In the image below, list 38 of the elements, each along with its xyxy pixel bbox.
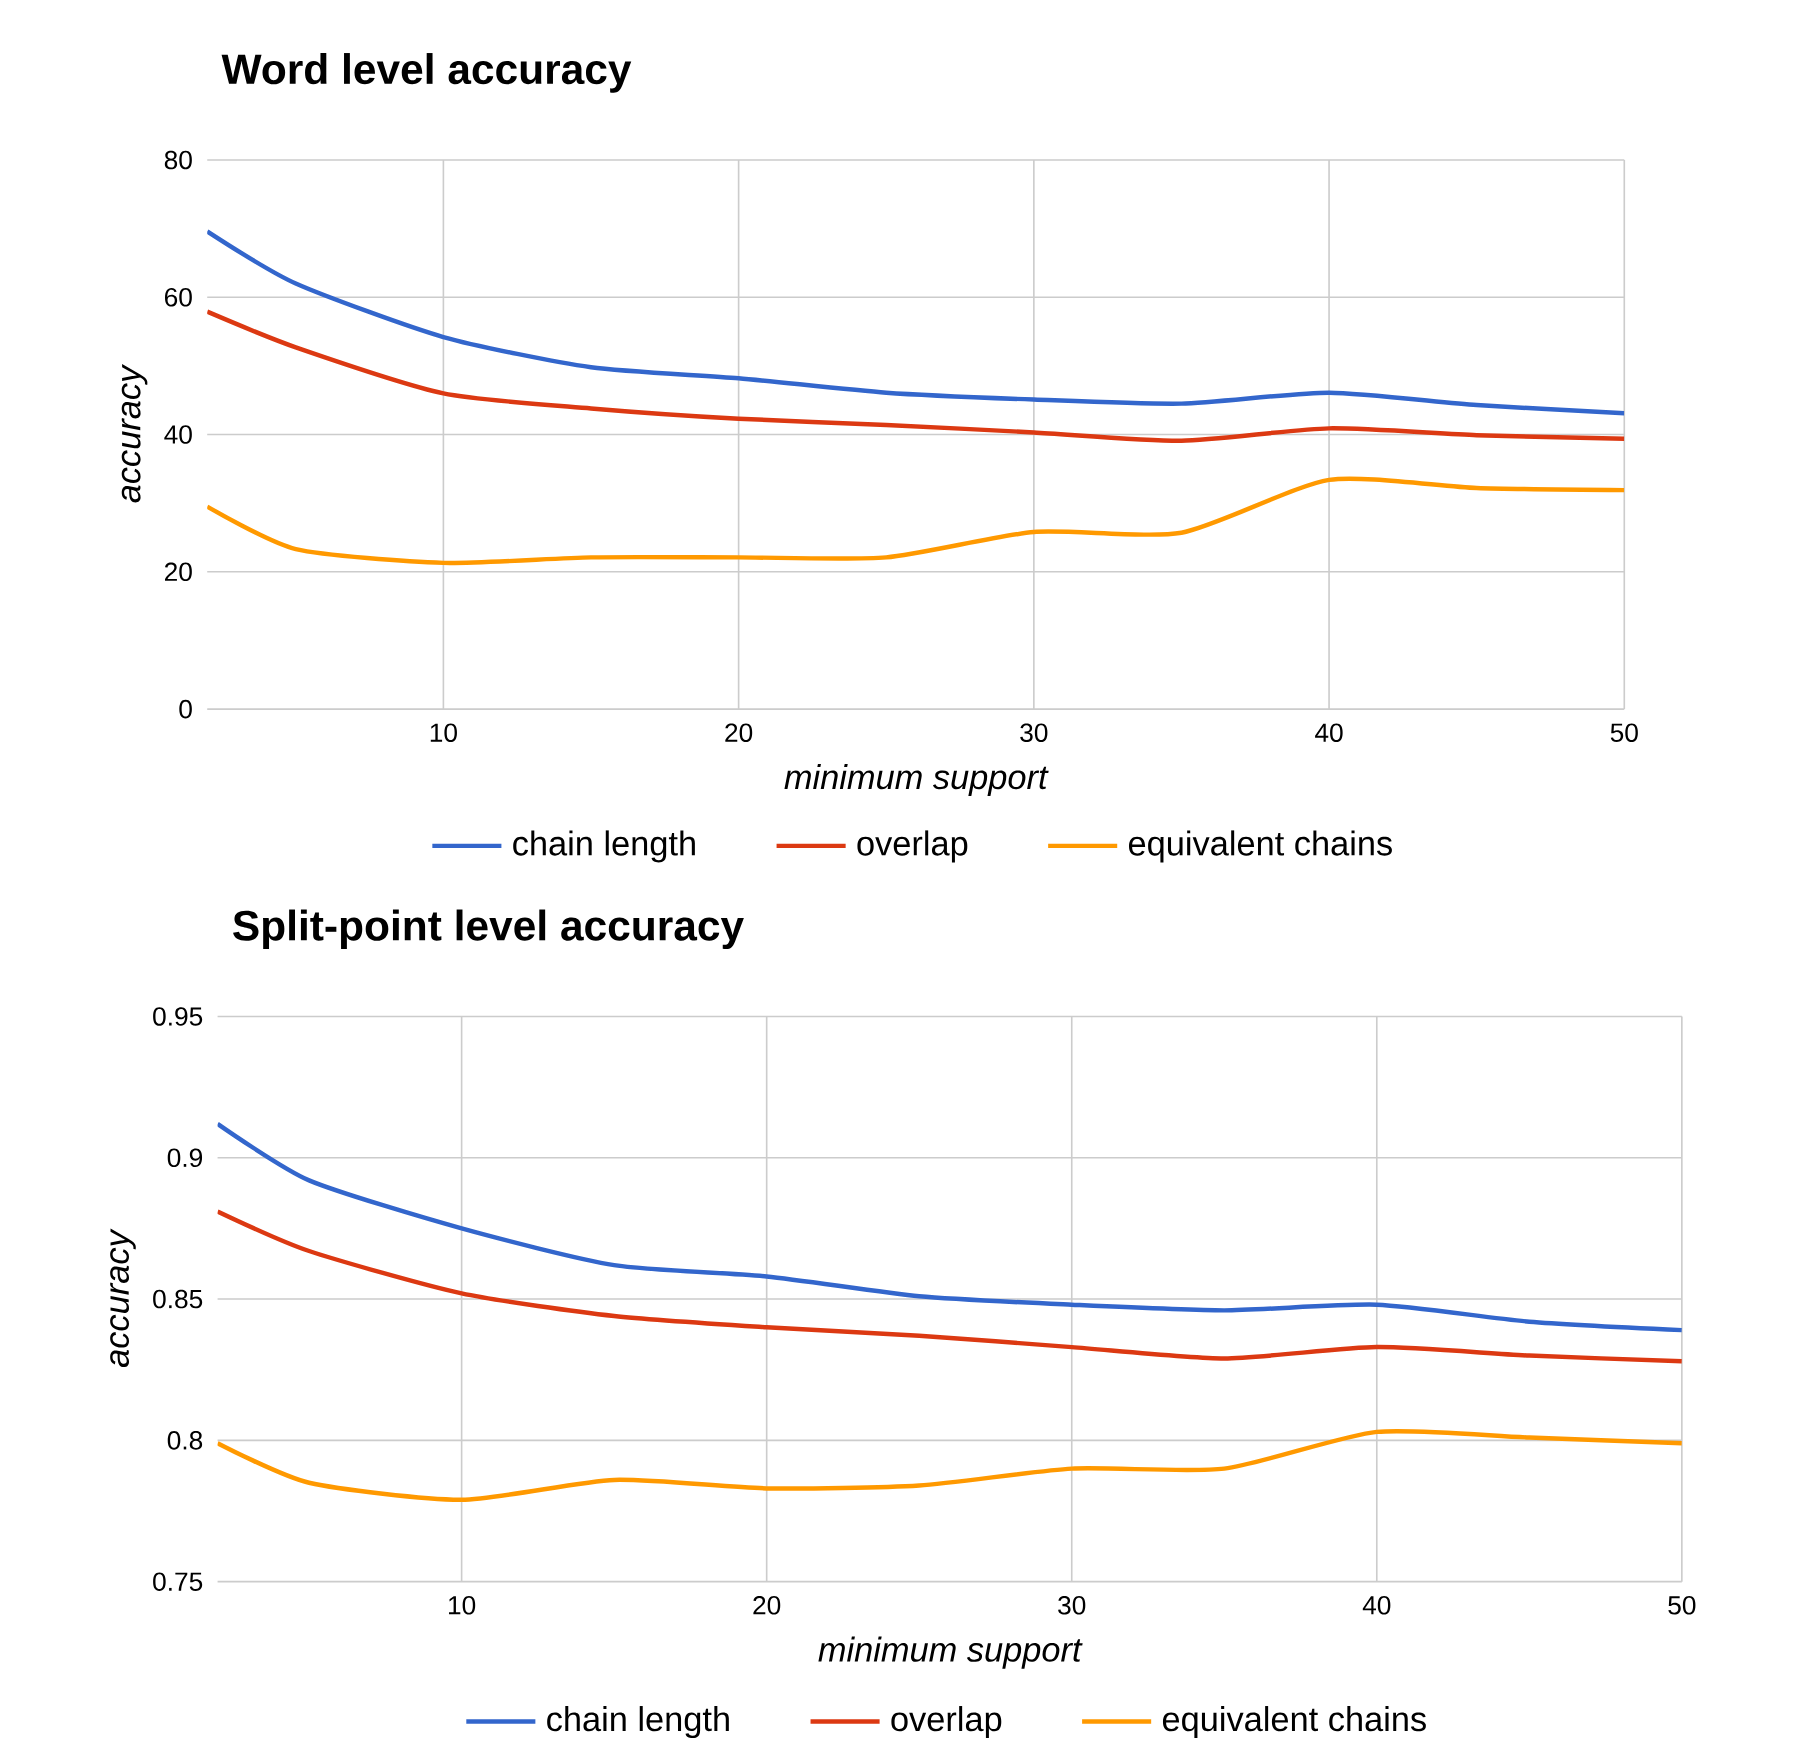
- x-tick-label: 20: [725, 723, 753, 742]
- x-tick-label: 10: [449, 1595, 476, 1615]
- line-series: [207, 229, 1625, 416]
- y-tick-label: 0: [179, 699, 192, 719]
- legend-label: chain length: [513, 830, 695, 863]
- legend-label: chain length: [547, 1705, 729, 1738]
- x-tick-label: 30: [1058, 1595, 1086, 1615]
- y-tick-label: 0.95: [153, 1007, 203, 1026]
- y-tick-label: 80: [164, 150, 192, 170]
- legend-label: equivalent chains: [1162, 1705, 1426, 1738]
- legend-label: overlap: [891, 1705, 1002, 1738]
- line-series: [217, 1121, 1682, 1333]
- x-tick-label: 50: [1668, 1595, 1696, 1615]
- line-series: [207, 476, 1625, 566]
- y-axis-title: accuracy: [110, 1228, 136, 1367]
- x-axis-title: minimum support: [784, 763, 1049, 796]
- y-tick-label: 0.75: [153, 1572, 203, 1591]
- x-tick-label: 50: [1610, 723, 1638, 742]
- x-tick-label: 40: [1315, 723, 1343, 742]
- y-tick-label: 20: [165, 562, 192, 581]
- x-axis-title: minimum support: [818, 1636, 1083, 1669]
- legend-label: overlap: [857, 830, 968, 863]
- line-series: [217, 1428, 1682, 1502]
- y-axis-title: accuracy: [121, 363, 148, 503]
- line-series: [217, 1209, 1682, 1364]
- x-tick-label: 40: [1362, 1595, 1391, 1615]
- y-tick-label: 60: [165, 287, 192, 307]
- y-tick-label: 0.85: [153, 1289, 203, 1309]
- x-tick-label: 10: [430, 723, 457, 742]
- y-tick-label: 0.9: [167, 1148, 203, 1167]
- chart-title: Word level accuracy: [221, 52, 632, 93]
- x-tick-label: 20: [753, 1595, 781, 1615]
- chart-title: Split-point level accuracy: [233, 909, 744, 949]
- y-tick-label: 0.8: [167, 1430, 203, 1450]
- x-tick-label: 30: [1020, 723, 1048, 742]
- legend-label: equivalent chains: [1128, 830, 1392, 863]
- line-series: [207, 309, 1625, 443]
- y-tick-label: 40: [164, 425, 192, 444]
